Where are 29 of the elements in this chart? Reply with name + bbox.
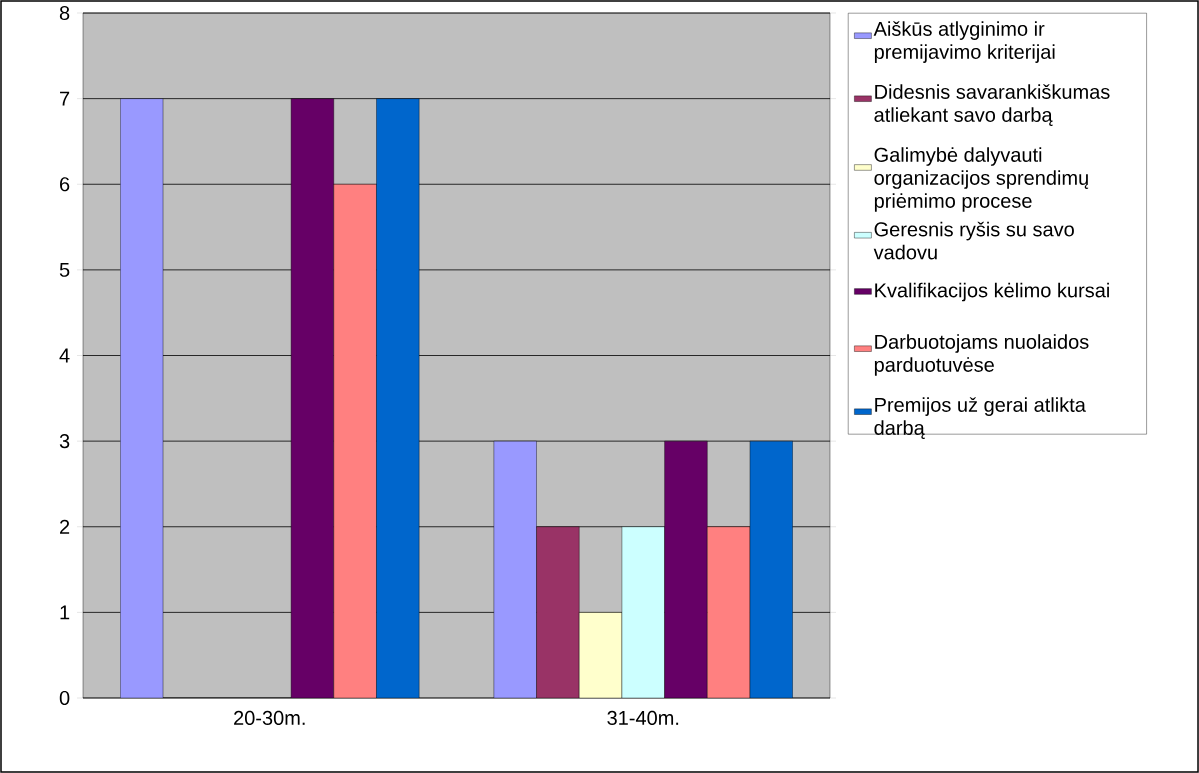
bar xyxy=(376,98,420,698)
x-tick-label: 20-30m. xyxy=(234,710,305,726)
legend-label: Kvalifikacijos kėlimo kursai xyxy=(875,282,1109,302)
bar xyxy=(749,440,793,698)
bar xyxy=(621,526,665,698)
legend-label: Premijos už gerai atlikta darbą xyxy=(874,397,1086,439)
legend-label: Geresnis ryšis su savo vadovu xyxy=(873,221,1074,260)
legend-label: Galimybė dalyvauti organizacijos sprendimų priėmimo procese xyxy=(874,147,1089,212)
bar xyxy=(333,184,377,698)
bar xyxy=(290,98,334,698)
y-tick-label: 8 xyxy=(59,5,70,21)
bar xyxy=(536,526,580,698)
y-tick-label: 0 xyxy=(59,690,70,706)
x-tick-label: 31-40m. xyxy=(607,710,679,726)
bar xyxy=(579,612,623,698)
bar xyxy=(664,440,708,698)
y-tick-label: 2 xyxy=(60,519,70,534)
bar xyxy=(707,526,751,698)
y-tick-label: 6 xyxy=(60,177,70,192)
y-tick-label: 7 xyxy=(60,91,70,106)
legend-label: Aiškūs atlyginimo ir premijavimo kriterijai xyxy=(873,21,1055,63)
y-tick-label: 5 xyxy=(59,262,70,277)
y-tick-label: 3 xyxy=(59,434,70,449)
legend-label: Didesnis savarankiškumas atliekant savo darbą xyxy=(874,84,1110,126)
bar xyxy=(493,440,537,698)
y-tick-label: 1 xyxy=(60,605,70,620)
legend-label: Darbuotojams nuolaidos parduotuvėse xyxy=(874,334,1089,376)
y-tick-label: 4 xyxy=(59,348,70,363)
bar xyxy=(120,98,164,698)
